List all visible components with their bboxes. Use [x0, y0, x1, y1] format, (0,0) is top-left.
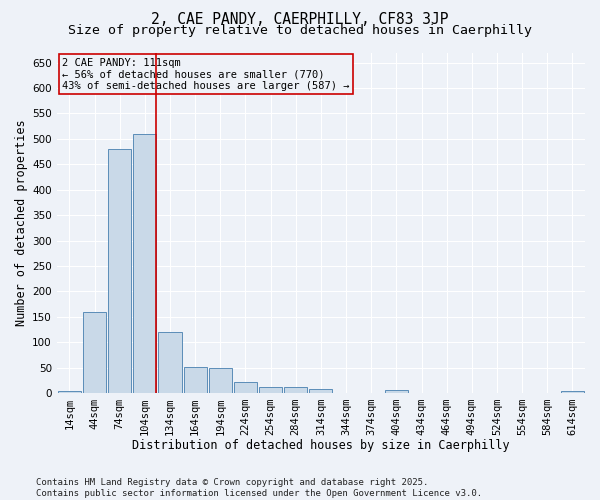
- Bar: [58, 392, 81, 393]
- Bar: [108, 149, 131, 393]
- Bar: [158, 332, 182, 393]
- X-axis label: Distribution of detached houses by size in Caerphilly: Distribution of detached houses by size …: [132, 440, 510, 452]
- Bar: [209, 368, 232, 393]
- Text: 2 CAE PANDY: 111sqm
← 56% of detached houses are smaller (770)
43% of semi-detac: 2 CAE PANDY: 111sqm ← 56% of detached ho…: [62, 58, 350, 91]
- Bar: [385, 390, 408, 393]
- Bar: [284, 387, 307, 393]
- Bar: [184, 366, 206, 393]
- Bar: [234, 382, 257, 393]
- Bar: [259, 387, 282, 393]
- Bar: [310, 389, 332, 393]
- Bar: [561, 392, 584, 393]
- Text: Contains HM Land Registry data © Crown copyright and database right 2025.
Contai: Contains HM Land Registry data © Crown c…: [36, 478, 482, 498]
- Bar: [133, 134, 157, 393]
- Text: Size of property relative to detached houses in Caerphilly: Size of property relative to detached ho…: [68, 24, 532, 37]
- Text: 2, CAE PANDY, CAERPHILLY, CF83 3JP: 2, CAE PANDY, CAERPHILLY, CF83 3JP: [151, 12, 449, 28]
- Bar: [83, 312, 106, 393]
- Y-axis label: Number of detached properties: Number of detached properties: [15, 120, 28, 326]
